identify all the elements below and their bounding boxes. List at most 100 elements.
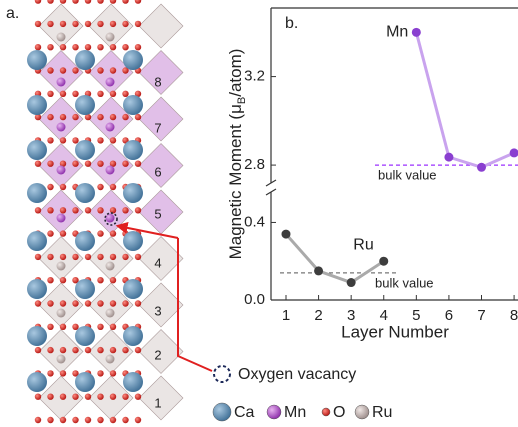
series-line (416, 32, 514, 167)
oxygen (135, 300, 141, 306)
oxygen (47, 347, 53, 353)
oxygen (110, 277, 116, 283)
oxygen (60, 347, 66, 353)
layer-label: 7 (154, 120, 161, 135)
oxygen (122, 417, 128, 423)
oxygen (135, 347, 141, 353)
ruthenium (57, 33, 66, 42)
oxygen (60, 324, 66, 330)
oxygen (135, 44, 141, 50)
calcium (75, 50, 95, 70)
oxygen (72, 114, 78, 120)
oxygen (97, 184, 103, 190)
layer-label: 6 (154, 164, 161, 179)
oxygen (97, 254, 103, 260)
oxygen (47, 67, 53, 73)
oxygen (60, 370, 66, 376)
arrow (178, 238, 212, 371)
oxygen (97, 370, 103, 376)
oxygen (122, 161, 128, 167)
oxygen (97, 0, 103, 4)
manganese (106, 123, 115, 132)
manganese (57, 214, 66, 223)
legend-label: Ca (234, 404, 255, 421)
oxygen (72, 324, 78, 330)
oxygen (135, 394, 141, 400)
calcium (123, 372, 143, 392)
oxygen (47, 44, 53, 50)
oxygen (47, 277, 53, 283)
oxygen (85, 254, 91, 260)
oxygen (85, 347, 91, 353)
oxygen (135, 21, 141, 27)
oxygen (97, 277, 103, 283)
oxygen (122, 207, 128, 213)
legend-marker (322, 408, 330, 416)
y-tick-label: 2.8 (244, 156, 265, 173)
oxygen (110, 324, 116, 330)
calcium (75, 279, 95, 299)
legend-label: Ru (372, 404, 392, 421)
y-tick-label: 0.4 (244, 213, 265, 230)
oxygen (47, 91, 53, 97)
oxygen (60, 0, 66, 4)
oxygen (122, 394, 128, 400)
oxygen (60, 44, 66, 50)
layer-label: 3 (154, 303, 161, 318)
oxygen (85, 394, 91, 400)
oxygen (47, 207, 53, 213)
calcium (75, 231, 95, 251)
oxygen (72, 254, 78, 260)
oxygen (47, 161, 53, 167)
oxygen (60, 254, 66, 260)
oxygen (47, 114, 53, 120)
oxygen (97, 161, 103, 167)
y-tick-label: 0.0 (244, 291, 265, 308)
series-label: Mn (386, 24, 408, 41)
annotation: Oxygen vacancy (238, 366, 356, 383)
oxygen (97, 394, 103, 400)
layer-label: 2 (154, 347, 161, 362)
oxygen (60, 91, 66, 97)
layer-label: 5 (154, 206, 161, 221)
oxygen (135, 254, 141, 260)
oxygen (35, 347, 41, 353)
oxygen (60, 394, 66, 400)
oxygen (85, 161, 91, 167)
oxygen (110, 137, 116, 143)
panel-label: a. (6, 5, 19, 22)
ruthenium (106, 33, 115, 42)
oxygen (97, 230, 103, 236)
oxygen (110, 230, 116, 236)
legend-label: O (333, 404, 345, 421)
oxygen (85, 0, 91, 4)
oxygen (35, 417, 41, 423)
oxygen (47, 394, 53, 400)
oxygen (72, 300, 78, 306)
oxygen (72, 0, 78, 4)
ruthenium (57, 355, 66, 364)
oxygen (72, 67, 78, 73)
manganese (106, 214, 115, 223)
oxygen (72, 347, 78, 353)
y-tick-label: 3.2 (244, 68, 265, 85)
layer-label: 8 (154, 74, 161, 89)
oxygen (60, 67, 66, 73)
oxygen (47, 184, 53, 190)
legend-marker (355, 405, 369, 419)
oxygen (72, 207, 78, 213)
oxygen (85, 44, 91, 50)
oxygen (97, 44, 103, 50)
oxygen (60, 277, 66, 283)
oxygen (122, 91, 128, 97)
oxygen (110, 417, 116, 423)
oxygen (85, 207, 91, 213)
x-tick-label: 5 (412, 307, 420, 324)
calcium (75, 326, 95, 346)
oxygen (72, 161, 78, 167)
oxygen (97, 114, 103, 120)
calcium (75, 95, 95, 115)
x-tick-label: 7 (477, 307, 485, 324)
calcium (123, 326, 143, 346)
oxygen (47, 230, 53, 236)
